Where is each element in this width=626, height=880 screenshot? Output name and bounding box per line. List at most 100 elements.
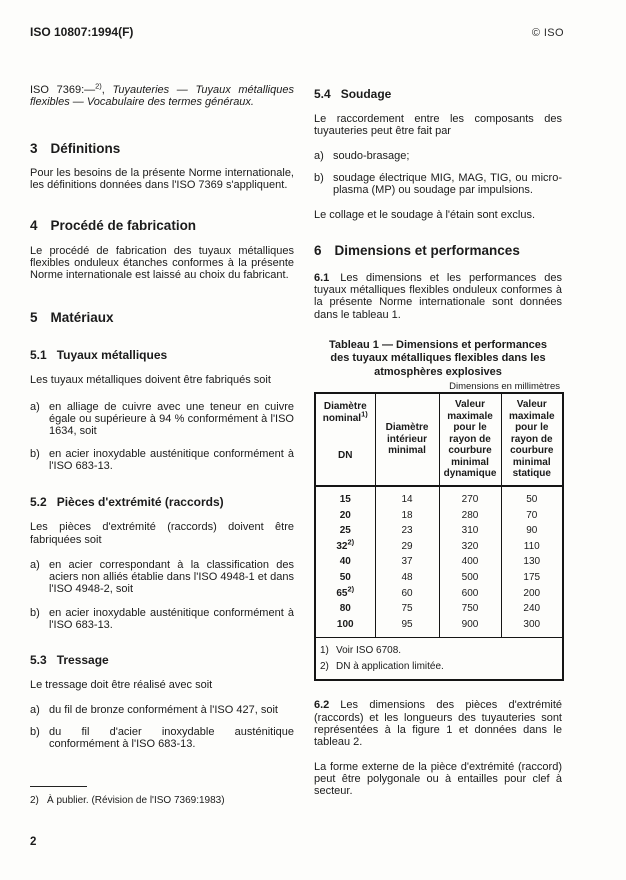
table-1-header: Diamètre nominal1) DN Diamètre intérieur… — [315, 393, 563, 487]
footnote-text: À publier. (Révision de l'ISO 7369:1983) — [47, 795, 225, 806]
section-5-3-heading: 5.3 Tressage — [30, 653, 294, 667]
section-5-number: 5 — [30, 310, 38, 326]
table-row: 20 18 280 70 — [315, 507, 563, 524]
page-footnote: 2) À publier. (Révision de l'ISO 7369:19… — [30, 786, 294, 807]
list-item-text: en alliage de cuivre avec une teneur en … — [49, 400, 294, 438]
section-3-heading: 3 Définitions — [30, 141, 294, 156]
table-row: 80 75 750 240 — [315, 601, 563, 617]
section-5-3-number: 5.3 — [30, 653, 47, 668]
list-item-text: du fil d'acier inoxydable austénitique c… — [49, 725, 294, 751]
reference-separator: , — [101, 84, 113, 96]
table-row: 100 95 900 300 — [315, 616, 563, 638]
section-4-heading: 4 Procédé de fabrication — [30, 218, 294, 233]
column-header-dynamic-bend-radius: Valeur maximale pour le rayon de courbur… — [438, 393, 501, 487]
section-4-body: Le procédé de fabrication des tuyaux mét… — [30, 244, 294, 282]
column-header-dn-footnote-marker: 1) — [361, 409, 368, 419]
section-5-1-heading: 5.1 Tuyaux métalliques — [30, 348, 294, 362]
list-item: a) en alliage de cuivre avec une teneur … — [30, 401, 294, 438]
section-5-4-lead: Le raccordement entre les composants des… — [314, 113, 562, 138]
section-5-4-closing: Le collage et le soudage à l'étain sont … — [314, 209, 536, 222]
table-footnote-text: Voir ISO 6708. — [336, 645, 402, 657]
list-item-text: en acier inoxydable austénitique conform… — [49, 447, 294, 472]
section-5-3-lead: Le tressage doit être réalisé avec soit — [30, 679, 213, 692]
list-item: b) en acier inoxydable austénitique conf… — [30, 607, 294, 632]
table-row: 322) 29 320 110 — [315, 538, 563, 555]
list-item: b) du fil d'acier inoxydable austénitiqu… — [30, 726, 294, 751]
column-header-dn-abbr: DN — [338, 450, 353, 462]
reference-number: ISO 7369:— — [30, 84, 96, 96]
paragraph-6-2: 6.2 Les dimensions des pièces d'extrémit… — [314, 699, 562, 748]
document-reference: ISO 10807:1994(F) — [30, 25, 134, 39]
list-item-marker: b) — [314, 171, 324, 184]
table-footnote: 2) DN à application limitée. — [320, 661, 556, 673]
table-1-units-note: Dimensions en millimètres — [449, 381, 560, 393]
section-5-1-lead: Les tuyaux métalliques doivent être fabr… — [30, 374, 271, 387]
table-row: 50 48 500 175 — [315, 569, 563, 586]
page-number: 2 — [30, 836, 37, 848]
list-item: a) soudo-brasage; — [314, 150, 562, 162]
column-header-inner-diameter: Diamètre intérieur minimal — [374, 393, 439, 487]
right-column: 5.4 Soudage Le raccordement entre les co… — [314, 84, 564, 798]
paragraph-6-2-number: 6.2 — [314, 699, 330, 712]
paragraph-6-1-text: Les dimensions et les performances des t… — [314, 271, 562, 321]
list-item: b) en acier inoxydable austénitique conf… — [30, 448, 294, 473]
table-1-footnotes: 1) Voir ISO 6708. 2) DN à application li… — [315, 637, 563, 681]
list-item-text: soudo-brasage; — [333, 149, 410, 162]
list-item-text: du fil de bronze conformément à l'ISO 42… — [49, 703, 278, 716]
table-row: 25 23 310 90 — [315, 523, 563, 539]
list-item-marker: b) — [30, 447, 40, 460]
copyright-notice: © ISO — [531, 27, 564, 39]
table-footnote: 1) Voir ISO 6708. — [320, 645, 556, 657]
column-header-dn: Diamètre nominal1) DN — [315, 393, 375, 487]
table-1-body: 15 14 270 50 20 18 280 70 25 23 310 90 322) 29 320 1… — [315, 485, 563, 638]
list-item-marker: a) — [314, 149, 324, 162]
reference-title: Tuyauteries — Tuyaux métalliques flexibl… — [30, 84, 294, 109]
paragraph-6-1: 6.1 Les dimensions et les performances d… — [314, 272, 562, 321]
section-5-2-lead: Les pièces d'extrémité (raccords) doiven… — [30, 521, 294, 546]
list-item: a) du fil de bronze conformément à l'ISO… — [30, 704, 294, 716]
table-1: Diamètre nominal1) DN Diamètre intérieur… — [314, 392, 564, 682]
table-row: 40 37 400 130 — [315, 554, 563, 570]
table-footnote-marker: 2) — [320, 661, 329, 673]
table-footnote-text: DN à application limitée. — [336, 661, 444, 673]
section-5-title: Matériaux — [50, 310, 114, 326]
section-6-heading: 6 Dimensions et performances — [314, 243, 562, 258]
list-item-text: en acier inoxydable austénitique conform… — [49, 606, 294, 632]
list-item-text: en acier correspondant à la classificati… — [49, 558, 294, 596]
section-4-title: Procédé de fabrication — [50, 218, 197, 234]
column-header-static-bend-radius: Valeur maximale pour le rayon de courbur… — [500, 393, 563, 487]
section-5-1-number: 5.1 — [30, 348, 47, 363]
section-5-1-title: Tuyaux métalliques — [56, 348, 168, 363]
column-header-dn-line2: nominal — [322, 412, 362, 424]
section-5-4-heading: 5.4 Soudage — [314, 87, 562, 101]
footnote-marker: 2) — [30, 795, 39, 806]
left-column: ISO 7369:—2), Tuyauteries — Tuyaux métal… — [30, 81, 294, 751]
list-item-marker: a) — [30, 400, 40, 413]
table-footnote-marker: 1) — [320, 645, 329, 657]
section-5-2-title: Pièces d'extrémité (raccords) — [56, 495, 224, 510]
list-item-marker: b) — [30, 725, 40, 738]
section-5-3-title: Tressage — [56, 653, 109, 668]
paragraph-6-2-text: Les dimensions des pièces d'extrémité (r… — [314, 699, 562, 749]
table-row: 652) 60 600 200 — [315, 585, 563, 602]
list-item-marker: b) — [30, 606, 40, 619]
list-item: b) soudage électrique MIG, MAG, TIG, ou … — [314, 172, 562, 197]
section-4-number: 4 — [30, 218, 38, 234]
list-item: a) en acier correspondant à la classific… — [30, 559, 294, 596]
section-5-2-number: 5.2 — [30, 495, 47, 510]
list-item-text: soudage électrique MIG, MAG, TIG, ou mic… — [333, 171, 562, 197]
section-5-4-title: Soudage — [340, 87, 392, 101]
footnote-rule — [30, 786, 87, 787]
normative-reference-paragraph: ISO 7369:—2), Tuyauteries — Tuyaux métal… — [30, 81, 294, 109]
section-5-2-heading: 5.2 Pièces d'extrémité (raccords) — [30, 495, 294, 509]
paragraph-6-1-number: 6.1 — [314, 271, 330, 284]
page-header: ISO 10807:1994(F) © ISO — [30, 26, 564, 39]
column-header-dn-line1: Diamètre — [323, 401, 367, 413]
closing-paragraph: La forme externe de la pièce d'extrémité… — [314, 760, 562, 798]
list-item-marker: a) — [30, 703, 40, 716]
section-3-body: Pour les besoins de la présente Norme in… — [30, 166, 294, 192]
section-5-4-number: 5.4 — [314, 87, 331, 101]
reference-footnote-marker: 2) — [95, 81, 102, 91]
table-row: 15 14 270 50 — [315, 485, 563, 508]
